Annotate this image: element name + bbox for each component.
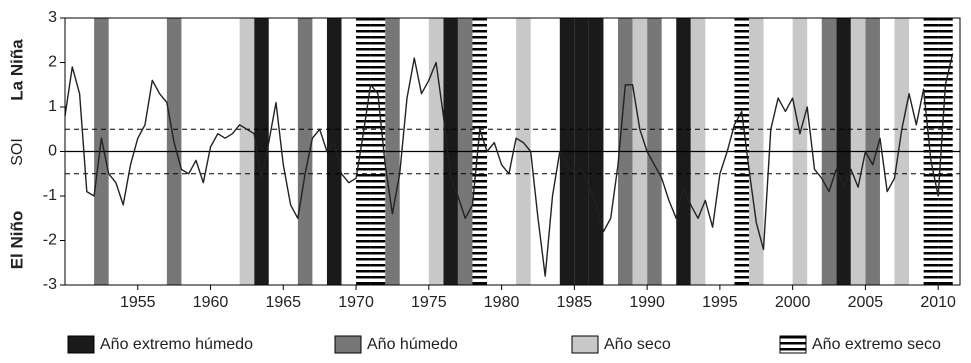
y-tick-label: 2 (48, 54, 57, 71)
legend-swatch (779, 335, 807, 354)
x-tick-label: 1955 (120, 294, 156, 311)
y-axis-label: SOI (9, 138, 26, 166)
legend-label: Año seco (604, 336, 671, 353)
y-tick-label: 0 (48, 143, 57, 160)
y-tick-label: 1 (48, 98, 57, 115)
y-tick-label: -1 (43, 187, 57, 204)
legend-swatch (571, 335, 599, 354)
x-tick-label: 1975 (411, 294, 447, 311)
x-tick-label: 2010 (920, 294, 956, 311)
soi-line (64, 53, 954, 277)
x-tick-label: 1990 (629, 294, 665, 311)
legend-label: Año extremo húmedo (100, 336, 253, 353)
la-nina-label: La Niña (7, 39, 26, 101)
x-tick-label: 1985 (557, 294, 593, 311)
x-tick-label: 1970 (338, 294, 374, 311)
x-tick-label: 2000 (775, 294, 811, 311)
legend-label: Año húmedo (367, 336, 458, 353)
legend-swatch (67, 335, 95, 354)
y-tick-label: -3 (43, 276, 57, 293)
el-nino-label: El Niño (7, 211, 26, 270)
legend-label: Año extremo seco (812, 336, 941, 353)
y-tick-label: -2 (43, 232, 57, 249)
x-tick-label: 1980 (484, 294, 520, 311)
y-tick-label: 3 (48, 9, 57, 26)
x-tick-label: 1960 (193, 294, 229, 311)
x-tick-label: 1965 (265, 294, 301, 311)
x-tick-label: 1995 (702, 294, 738, 311)
legend-swatch (334, 335, 362, 354)
x-tick-label: 2005 (848, 294, 884, 311)
